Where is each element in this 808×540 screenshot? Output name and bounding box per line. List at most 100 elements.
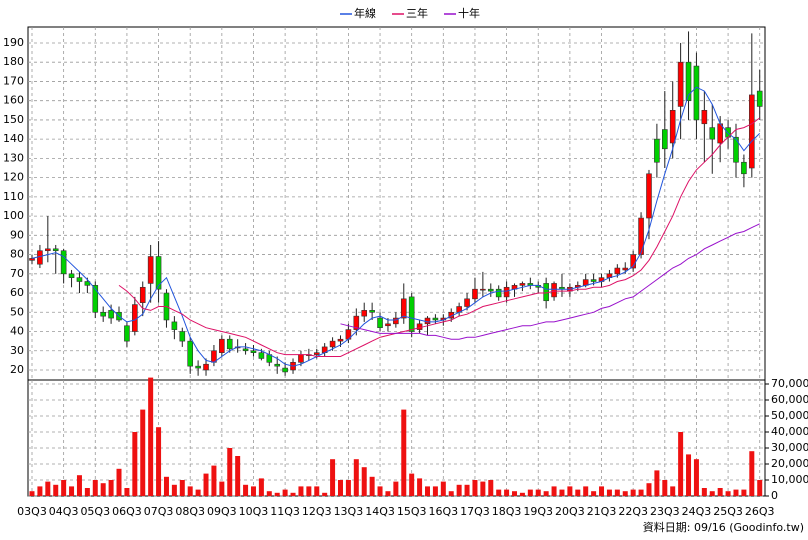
volume-bar xyxy=(353,459,359,496)
candle-body xyxy=(646,173,652,219)
y-tick-label: 70 xyxy=(10,267,24,280)
volume-bar xyxy=(132,432,138,496)
candle-body xyxy=(495,288,502,298)
x-tick-label: 21Q3 xyxy=(587,505,617,518)
candle-body xyxy=(487,288,494,292)
candle-body xyxy=(638,217,644,255)
candle-body xyxy=(100,311,106,317)
volume-bar xyxy=(622,491,628,496)
volume-bar xyxy=(409,473,415,496)
candle-body xyxy=(693,65,700,121)
volume-bar xyxy=(282,489,288,496)
volume-bar xyxy=(638,489,644,496)
candle-body xyxy=(503,286,510,298)
volume-bar xyxy=(92,480,98,496)
x-tick-label: 05Q3 xyxy=(80,505,110,518)
candle-body xyxy=(108,310,114,319)
source-note: 資料日期: 09/16 (Goodinfo.tw) xyxy=(643,520,804,534)
volume-bar xyxy=(670,486,676,496)
x-tick-label: 19Q3 xyxy=(523,505,553,518)
volume-bar xyxy=(693,459,699,496)
volume-bar xyxy=(741,489,747,496)
volume-bar xyxy=(187,486,193,496)
x-tick-label: 08Q3 xyxy=(175,505,205,518)
volume-bar xyxy=(266,491,272,496)
legend-label: 十年 xyxy=(458,6,480,20)
price-panel xyxy=(27,26,766,381)
volume-bar xyxy=(504,489,510,496)
y2-tick-label: 20,000 xyxy=(771,457,808,470)
y-tick-label: 140 xyxy=(3,132,24,145)
volume-bar xyxy=(709,491,715,496)
volume-bar xyxy=(425,486,430,496)
candle-body xyxy=(337,338,344,342)
volume-bar xyxy=(345,480,351,496)
y2-tick-label: 40,000 xyxy=(771,425,808,438)
volume-bar xyxy=(686,454,692,496)
volume-bar xyxy=(290,492,296,496)
volume-bar xyxy=(440,481,446,496)
x-tick-label: 03Q3 xyxy=(17,505,47,518)
x-tick-label: 17Q3 xyxy=(460,505,490,518)
volume-bar xyxy=(559,489,565,496)
volume-bar xyxy=(258,478,264,496)
candle-body xyxy=(179,331,186,342)
volume-bar xyxy=(575,489,581,496)
y2-tick-label: 30,000 xyxy=(771,441,808,454)
candle-body xyxy=(614,267,621,275)
candle-body xyxy=(258,352,265,359)
candle-body xyxy=(250,350,257,353)
y-tick-label: 80 xyxy=(10,248,24,261)
x-tick-label: 14Q3 xyxy=(365,505,395,518)
volume-bar xyxy=(337,480,343,496)
x-tick-label: 23Q3 xyxy=(650,505,680,518)
volume-bar xyxy=(480,481,486,496)
candle-body xyxy=(709,127,716,140)
candle-body xyxy=(313,352,320,355)
y-tick-label: 130 xyxy=(3,151,24,164)
candle-body xyxy=(353,315,360,330)
volume-bar xyxy=(583,486,589,496)
x-tick-label: 10Q3 xyxy=(239,505,269,518)
volume-bar xyxy=(464,484,470,496)
candle-body xyxy=(219,338,225,353)
candle-body xyxy=(551,283,557,298)
x-tick-label: 06Q3 xyxy=(112,505,142,518)
volume-bar xyxy=(496,489,502,496)
candle-body xyxy=(155,256,162,290)
volume-bar xyxy=(472,480,478,496)
volume-bar xyxy=(393,481,399,496)
volume-bar xyxy=(322,492,328,496)
volume-bar xyxy=(377,486,383,496)
candle-body xyxy=(282,367,288,373)
y-tick-label: 60 xyxy=(10,286,24,299)
volume-bar xyxy=(211,465,217,496)
volume-bar xyxy=(274,492,280,496)
x-tick-label: 26Q3 xyxy=(745,505,775,518)
candle-body xyxy=(329,340,336,348)
legend-label: 年線 xyxy=(354,6,376,20)
x-tick-label: 12Q3 xyxy=(302,505,332,518)
volume-bar xyxy=(662,480,668,496)
volume-bar xyxy=(219,481,225,496)
y2-tick-label: 10,000 xyxy=(771,473,808,486)
volume-bar xyxy=(306,486,312,496)
volume-bar xyxy=(591,491,597,496)
ma-line xyxy=(118,117,760,357)
volume-bar xyxy=(84,488,90,496)
volume-bar xyxy=(361,467,367,496)
volume-bar xyxy=(599,486,605,496)
candle-body xyxy=(400,298,407,319)
volume-bar xyxy=(717,488,723,496)
volume-bar xyxy=(243,484,249,496)
y-tick-label: 20 xyxy=(10,363,24,376)
y-tick-label: 120 xyxy=(3,171,24,184)
candle-body xyxy=(424,317,431,325)
y2-tick-label: 0 xyxy=(771,489,778,502)
candle-body xyxy=(195,365,201,369)
volume-bar xyxy=(156,427,162,496)
volume-bar xyxy=(488,480,494,496)
y-tick-label: 190 xyxy=(3,36,24,49)
candle-body xyxy=(171,321,178,330)
candle-body xyxy=(45,248,51,252)
